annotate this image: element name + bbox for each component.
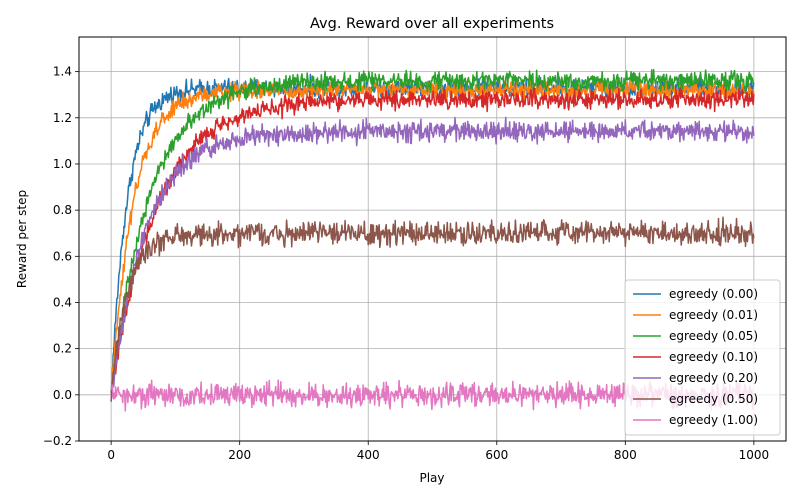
series-lines (110, 68, 755, 412)
y-tick-label: 0.2 (53, 342, 72, 356)
x-tick-label: 400 (357, 448, 380, 462)
legend-label: egreedy (0.50) (669, 392, 758, 406)
series-line-4 (110, 116, 755, 402)
y-tick-label: 1.4 (53, 65, 72, 79)
x-tick-label: 600 (485, 448, 508, 462)
series-line-5 (110, 216, 755, 402)
y-tick-label: −0.2 (43, 434, 72, 448)
legend-label: egreedy (0.10) (669, 350, 758, 364)
x-tick-label: 800 (614, 448, 637, 462)
x-tick-label: 1000 (739, 448, 770, 462)
legend-label: egreedy (0.01) (669, 308, 758, 322)
x-tick-label: 200 (228, 448, 251, 462)
series-line-3 (110, 86, 755, 393)
x-axis-label: Play (419, 471, 444, 485)
y-tick-label: 0.6 (53, 249, 72, 263)
chart-title: Avg. Reward over all experiments (310, 16, 554, 32)
y-tick-label: 0.4 (53, 295, 72, 309)
x-tick-label: 0 (107, 448, 115, 462)
x-axis-ticks: 0 200 400 600 800 1000 (107, 441, 769, 462)
series-line-1 (110, 78, 755, 393)
legend-box (624, 279, 781, 436)
plot-frame (78, 36, 787, 442)
legend-label: egreedy (0.00) (669, 287, 758, 301)
legend: egreedy (0.00) egreedy (0.01) egreedy (0.0… (624, 279, 781, 436)
legend-label: egreedy (1.00) (669, 413, 758, 427)
y-tick-label: 0.0 (53, 388, 72, 402)
y-tick-label: 1.2 (53, 111, 72, 125)
y-axis-ticks: −0.2 0.0 0.2 0.4 0.6 0.8 1.0 1.2 1.4 (43, 65, 79, 448)
y-axis-label: Reward per step (15, 190, 29, 288)
y-tick-label: 1.0 (53, 157, 72, 171)
series-line-2 (110, 68, 755, 396)
legend-label: egreedy (0.20) (669, 371, 758, 385)
legend-label: egreedy (0.05) (669, 329, 758, 343)
y-tick-label: 0.8 (53, 203, 72, 217)
